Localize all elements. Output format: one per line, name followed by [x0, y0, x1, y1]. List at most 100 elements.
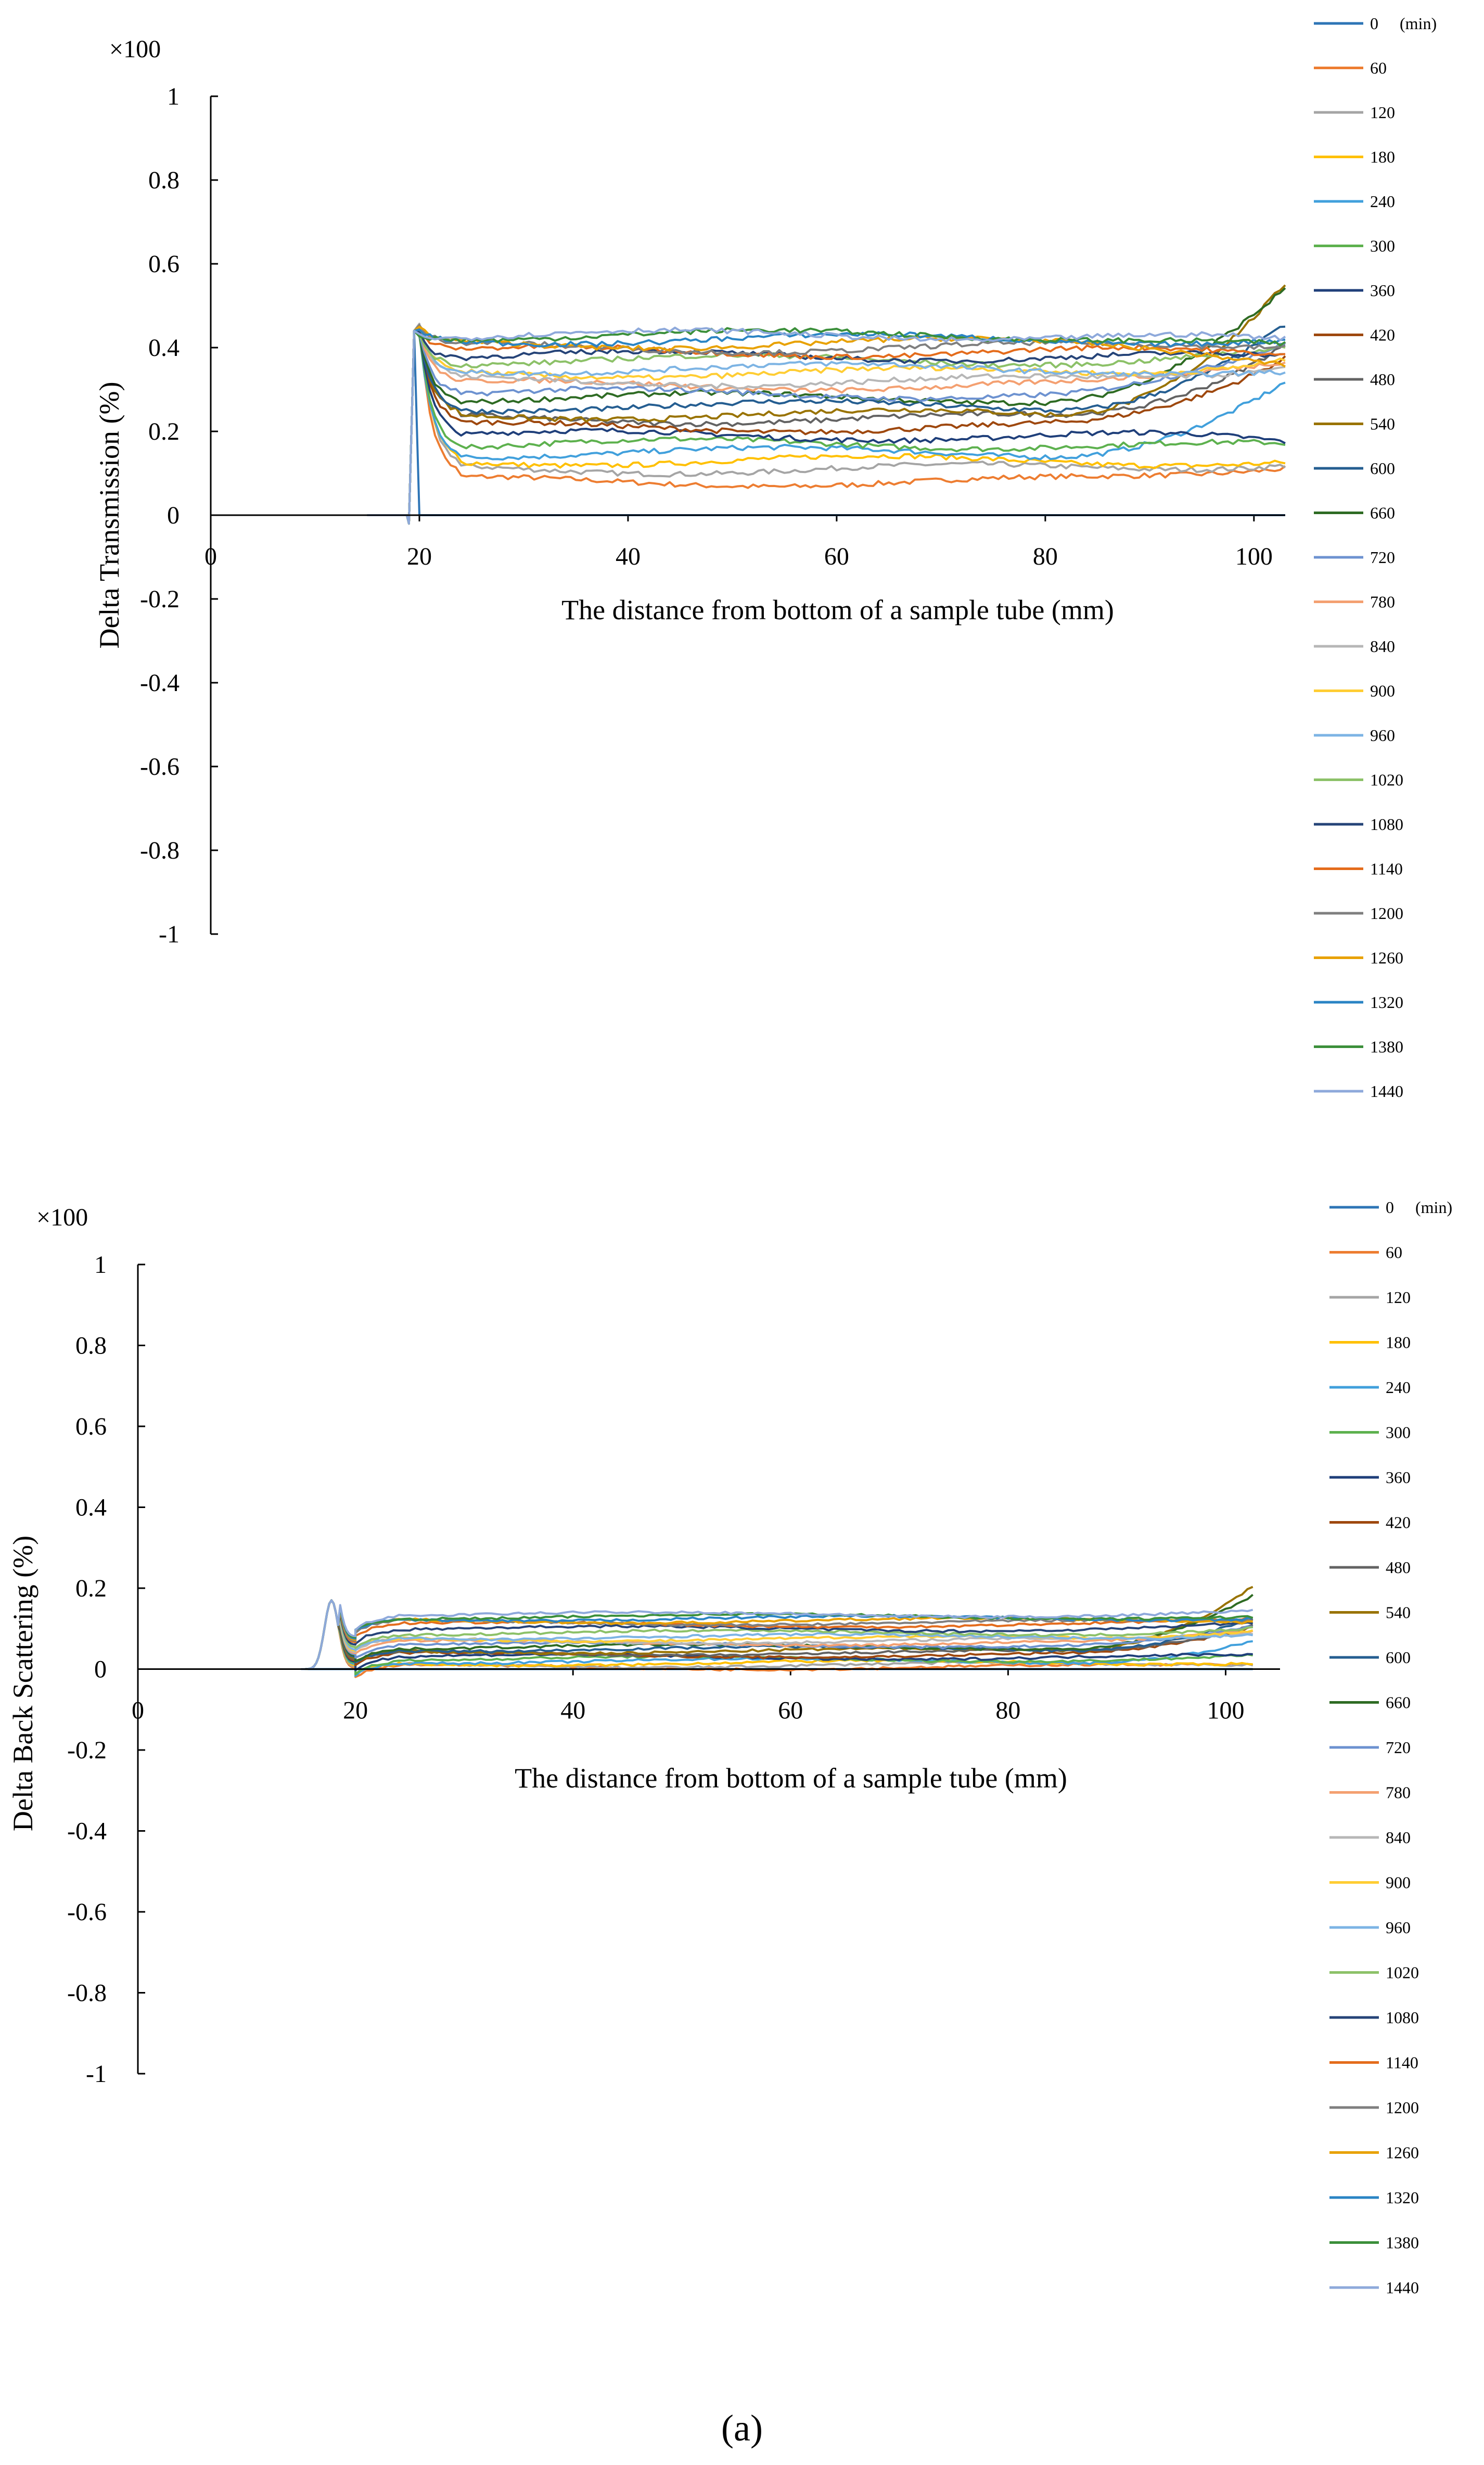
legend-label-360: 360: [1386, 1468, 1411, 1487]
chart1-ticks: 10.80.60.40.20-0.2-0.4-0.6-0.8-102040608…: [140, 83, 1273, 948]
chart1-series-1380: [367, 327, 1286, 525]
chart1-series-600: [367, 325, 1286, 525]
chart2-series-960: [301, 1599, 1253, 1670]
chart1-series-360: [367, 329, 1286, 525]
chart2-y-tick-label: -0.8: [67, 1979, 107, 2007]
legend-label-1320: 1320: [1386, 2188, 1419, 2207]
legend-label-660: 660: [1370, 504, 1395, 522]
legend-label-1140: 1140: [1370, 860, 1403, 878]
chart2-x-tick-label: 100: [1207, 1697, 1244, 1725]
legend-label-360: 360: [1370, 281, 1395, 300]
legend-label-900: 900: [1370, 682, 1395, 700]
chart1-axes: [210, 96, 1285, 934]
chart1-x-tick-label: 100: [1235, 543, 1273, 570]
legend-label-1020: 1020: [1386, 1963, 1419, 1982]
chart1-series-1020: [367, 329, 1286, 525]
transmission-chart: ×100 Delta Transmission (%) The distance…: [94, 14, 1437, 1101]
chart1-series-780: [367, 327, 1286, 525]
chart2-legend: 0 (min) 60 120 180 240 300 360 420 480 540 600 660 72…: [1329, 1198, 1452, 2297]
chart2-x-tick-label: 60: [778, 1697, 803, 1725]
chart2-series-1440: [301, 1599, 1253, 1670]
chart1-series-960: [367, 329, 1286, 525]
chart1-series-180: [367, 329, 1286, 525]
chart2-y-tick-label: 0.6: [75, 1413, 107, 1440]
legend-label-480: 480: [1370, 370, 1395, 389]
legend-label-300: 300: [1370, 237, 1395, 256]
chart2-x-tick-label: 40: [560, 1697, 585, 1725]
chart1-y-tick-label: 0.8: [148, 167, 180, 194]
legend-label-1020: 1020: [1370, 771, 1403, 789]
legend-label-540: 540: [1370, 415, 1395, 433]
legend-label-840: 840: [1386, 1828, 1411, 1847]
chart1-series-1320: [367, 328, 1286, 525]
chart2-y-tick-label: -1: [86, 2060, 107, 2088]
legend-label-60: 60: [1370, 59, 1387, 78]
chart2-series-1380: [301, 1599, 1253, 1670]
legend-unit: (min): [1415, 1198, 1452, 1217]
chart1-multiplier-label: ×100: [109, 35, 161, 63]
chart1-y-axis-label: Delta Transmission (%): [94, 382, 125, 649]
legend-label-1080: 1080: [1386, 2008, 1419, 2027]
legend-label-1320: 1320: [1370, 993, 1403, 1012]
chart2-x-axis-label: The distance from bottom of a sample tub…: [515, 1762, 1067, 1794]
legend-label-240: 240: [1386, 1378, 1411, 1397]
chart2-y-tick-label: 0.4: [75, 1494, 107, 1522]
chart1-y-tick-label: -1: [159, 921, 180, 948]
chart2-y-tick-label: -0.2: [67, 1736, 107, 1764]
legend-label-1260: 1260: [1370, 949, 1403, 967]
chart1-x-axis-label: The distance from bottom of a sample tub…: [561, 594, 1114, 625]
legend-label-1380: 1380: [1386, 2233, 1419, 2252]
legend-label-660: 660: [1386, 1693, 1411, 1712]
chart2-y-axis-label: Delta Back Scattering (%): [7, 1536, 39, 1831]
chart2-ticks: 10.80.60.40.20-0.2-0.4-0.6-0.8-102040608…: [67, 1251, 1244, 2088]
legend-label-240: 240: [1370, 192, 1395, 211]
chart1-series-720: [367, 329, 1286, 525]
chart2-y-tick-label: -0.6: [67, 1898, 107, 1926]
legend-label-120: 120: [1386, 1288, 1411, 1307]
legend-label-60: 60: [1386, 1243, 1402, 1262]
legend-label-0: 0: [1386, 1198, 1394, 1217]
legend-label-780: 780: [1370, 593, 1395, 611]
legend-label-180: 180: [1370, 148, 1395, 167]
legend-label-1440: 1440: [1386, 2278, 1419, 2297]
chart2-y-tick-label: 0: [94, 1656, 107, 1683]
chart2-series-420: [301, 1599, 1253, 1670]
chart1-legend: 0 (min) 60 120 180 240 300 360 420 480 540 600 660 72…: [1314, 14, 1437, 1101]
chart1-series-1440: [367, 326, 1286, 525]
chart1-series-1200: [367, 324, 1286, 525]
chart1-y-tick-label: 0.4: [148, 334, 180, 362]
chart1-series-1080: [367, 329, 1286, 525]
chart2-series-600: [301, 1599, 1253, 1670]
chart1-series-1260: [367, 325, 1286, 525]
chart1-series-420: [367, 324, 1286, 525]
legend-label-0: 0: [1370, 14, 1378, 33]
chart1-x-tick-label: 20: [407, 543, 432, 570]
chart1-y-tick-label: -0.2: [140, 585, 180, 613]
chart2-series-1020: [301, 1599, 1253, 1670]
legend-label-600: 600: [1370, 459, 1395, 478]
figure-caption: (a): [721, 2407, 763, 2449]
legend-label-900: 900: [1386, 1873, 1411, 1892]
chart2-y-tick-label: 1: [94, 1251, 107, 1279]
legend-label-960: 960: [1386, 1918, 1411, 1937]
chart1-y-tick-label: -0.6: [140, 753, 180, 781]
chart1-series-540: [367, 284, 1286, 525]
legend-label-180: 180: [1386, 1333, 1411, 1352]
legend-label-960: 960: [1370, 726, 1395, 745]
legend-label-120: 120: [1370, 103, 1395, 122]
chart1-series-840: [367, 325, 1286, 525]
chart1-x-tick-label: 60: [824, 543, 849, 570]
chart1-y-tick-label: -0.8: [140, 837, 180, 864]
legend-label-720: 720: [1386, 1738, 1411, 1757]
chart1-x-tick-label: 80: [1033, 543, 1058, 570]
chart2-y-tick-label: 0.8: [75, 1332, 107, 1360]
chart1-y-tick-label: 0: [167, 502, 180, 529]
chart2-multiplier-label: ×100: [36, 1204, 88, 1231]
legend-label-1140: 1140: [1386, 2053, 1418, 2072]
legend-label-1260: 1260: [1386, 2143, 1419, 2162]
chart1-x-tick-label: 40: [616, 543, 641, 570]
legend-label-1380: 1380: [1370, 1038, 1403, 1056]
legend-label-600: 600: [1386, 1648, 1411, 1667]
chart2-series: [301, 1586, 1253, 1678]
chart1-series-300: [367, 329, 1286, 525]
